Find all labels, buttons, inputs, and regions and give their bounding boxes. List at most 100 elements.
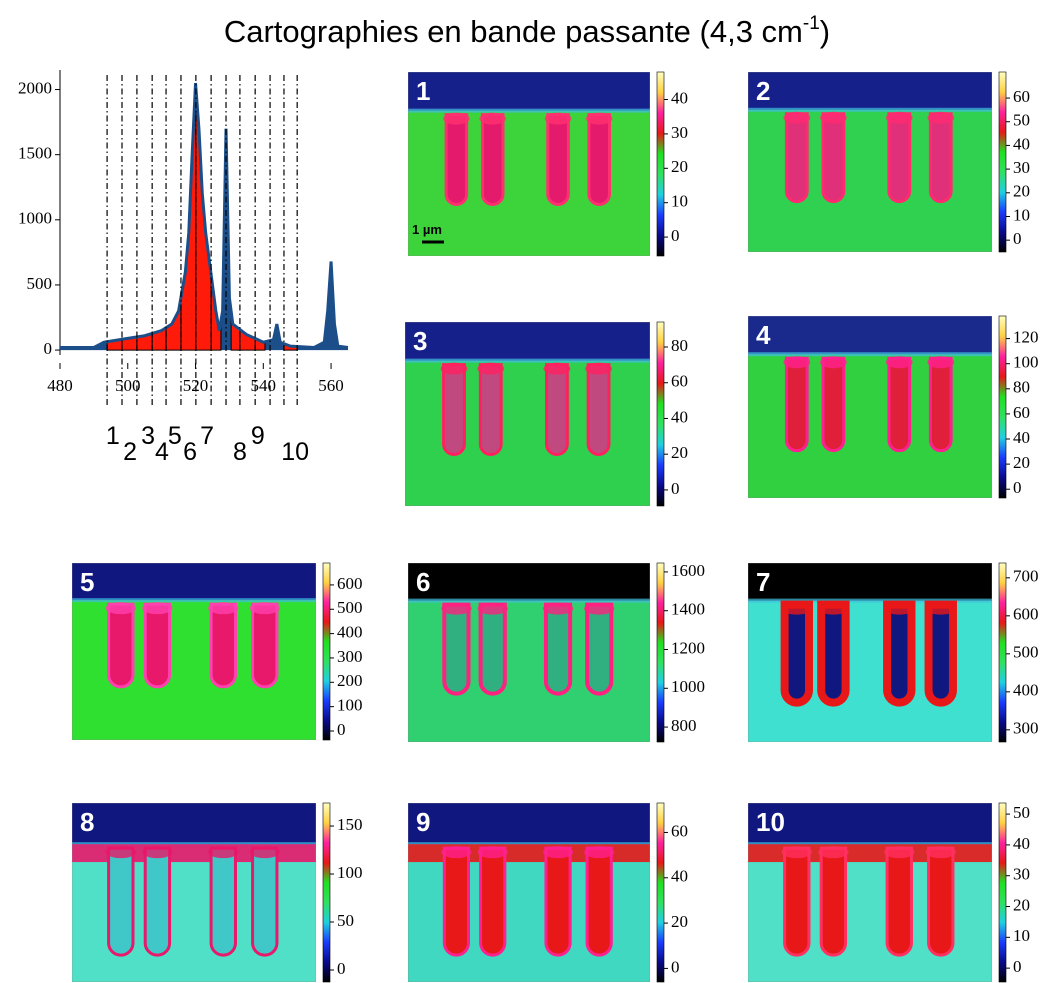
map-pillar-head (440, 362, 468, 375)
map-pillar-head (477, 846, 508, 859)
colorbar-tick-label: 100 (337, 863, 363, 882)
colorbar-tick-label: 40 (671, 88, 688, 107)
colorbar-tick-label: 0 (337, 959, 346, 978)
colorbar (656, 71, 665, 257)
map-top (408, 563, 650, 601)
map-top (748, 563, 992, 601)
map-pillar (444, 113, 469, 206)
map-panel (748, 72, 992, 252)
band-label: 10 (281, 438, 309, 466)
map-pillar-head (105, 602, 136, 615)
colorbar-tick-label: 60 (1013, 403, 1030, 422)
colorbar-tick-label: 500 (1013, 643, 1039, 662)
map-pillar (784, 356, 809, 453)
band-label: 6 (183, 438, 197, 466)
map-pillar (887, 112, 912, 204)
map-pillar-head (249, 846, 280, 859)
map-pillar-head (781, 602, 812, 615)
map-pillar (544, 363, 569, 456)
map-pillar (821, 112, 846, 204)
map-label: 1 (416, 76, 430, 106)
colorbar-tick-label: 120 (1013, 327, 1039, 346)
map-top (72, 803, 316, 845)
colorbar-tick-label: 40 (1013, 834, 1030, 853)
map-pillar-head (884, 846, 915, 859)
colorbar-tick-label: 0 (671, 479, 680, 498)
colorbar-tick-label: 20 (1013, 182, 1030, 201)
colorbar-tick-label: 300 (337, 647, 363, 666)
map-label: 10 (756, 807, 785, 837)
map-pillar-head (105, 846, 136, 859)
map-pillar (107, 846, 135, 957)
map-pillar (543, 602, 573, 696)
map-panel (72, 803, 316, 982)
colorbar (998, 562, 1007, 743)
y-tick-label: 0 (44, 339, 53, 358)
map-pillar (821, 356, 846, 453)
map-pillar (586, 363, 611, 456)
map-pillar-head (927, 356, 955, 369)
map-pillar (883, 600, 916, 707)
map-pillar (817, 600, 850, 707)
colorbar-tick-label: 800 (671, 716, 697, 735)
map-pillar-head (820, 111, 847, 124)
map-interface (748, 352, 992, 357)
colorbar (656, 562, 665, 743)
map-pillar (442, 363, 466, 456)
map-pillar-head (927, 111, 955, 124)
colorbar-tick-label: 20 (1013, 895, 1030, 914)
map-pillar (107, 602, 135, 689)
colorbar-tick-label: 500 (337, 598, 363, 617)
colorbar-tick-label: 20 (671, 157, 688, 176)
colorbar-tick-label: 400 (1013, 681, 1039, 700)
map-interface (408, 598, 650, 603)
map-label: 6 (416, 567, 430, 597)
y-tick-label: 2000 (18, 78, 52, 97)
map-pillar (587, 113, 611, 206)
map-pillar (928, 112, 953, 204)
colorbar-tick-label: 10 (1013, 926, 1030, 945)
map-pillar (928, 356, 953, 453)
map-pillar (544, 846, 572, 957)
colorbar-tick-label: 10 (671, 192, 688, 211)
map-panel (405, 322, 650, 506)
colorbar-tick-label: 40 (671, 407, 688, 426)
map-pillar-head (818, 602, 849, 615)
colorbar (322, 802, 331, 983)
map-top (72, 563, 316, 601)
map-pillar (927, 846, 955, 957)
map-pillar-head (885, 111, 913, 124)
band-label: 2 (123, 438, 137, 466)
x-tick-label: 500 (115, 376, 141, 395)
map-pillar-head (249, 602, 280, 615)
colorbar-tick-label: 20 (1013, 453, 1030, 472)
colorbar-tick-label: 100 (337, 696, 363, 715)
band-label: 8 (233, 438, 247, 466)
colorbar-tick-label: 0 (671, 226, 680, 245)
colorbar-tick-label: 40 (1013, 134, 1030, 153)
colorbar-tick-label: 30 (1013, 865, 1030, 884)
colorbar-tick-label: 40 (671, 867, 688, 886)
colorbar-tick-label: 20 (671, 443, 688, 462)
map-pillar-head (443, 112, 470, 125)
map-pillar-head (544, 112, 572, 125)
map-pillar-head (584, 846, 615, 859)
figure-title: Cartographies en bande passante (4,3 cm-… (224, 13, 830, 49)
map-pillar-head (884, 602, 915, 615)
colorbar-tick-label: 50 (1013, 111, 1030, 130)
map-pillar (442, 846, 470, 957)
map-pillar-head (783, 356, 811, 369)
map-panel (408, 72, 650, 256)
band-label: 5 (168, 422, 182, 450)
map-pillar (143, 602, 172, 689)
band-label: 3 (141, 422, 155, 450)
map-label: 7 (756, 567, 770, 597)
colorbar-tick-label: 80 (1013, 378, 1030, 397)
band-label: 4 (155, 438, 169, 466)
colorbar-tick-label: 0 (1013, 478, 1022, 497)
map-interface (405, 358, 650, 363)
map-pillar (478, 363, 503, 456)
map-pillar (585, 846, 613, 957)
colorbar-tick-label: 50 (337, 911, 354, 930)
